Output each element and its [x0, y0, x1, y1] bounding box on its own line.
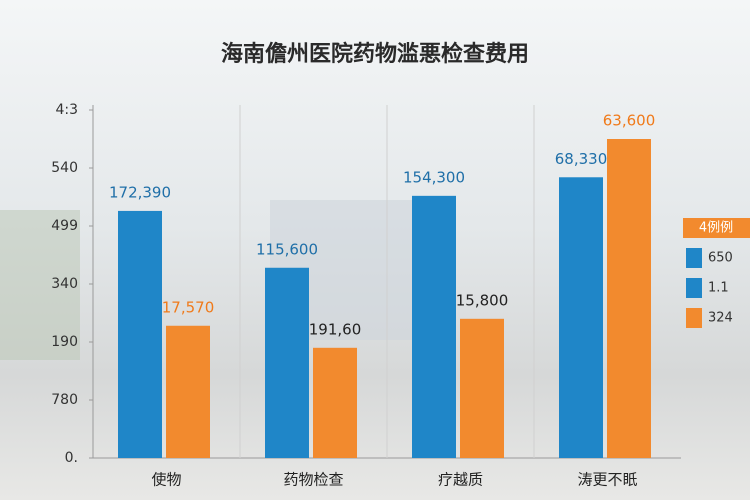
y-tick-label: 340	[51, 276, 78, 292]
x-tick-label: 使物	[151, 471, 181, 489]
y-tick-label: 4:3	[55, 102, 78, 118]
y-tick-label: 499	[51, 218, 78, 234]
value-label: 68,330	[555, 150, 608, 168]
legend-swatch	[686, 278, 702, 298]
legend-header	[683, 218, 750, 238]
x-tick-label: 疗越质	[438, 471, 483, 489]
legend-swatch	[686, 308, 702, 328]
legend-swatch	[686, 248, 702, 268]
y-tick-label: 540	[51, 160, 78, 176]
background-tree	[0, 210, 80, 360]
value-label: 115,600	[256, 240, 318, 258]
bar	[313, 347, 357, 458]
value-label: 15,800	[456, 291, 509, 309]
legend-label: 324	[708, 311, 733, 326]
bar	[412, 195, 456, 458]
legend-title: 4例例	[699, 221, 733, 236]
value-label: 154,300	[403, 168, 465, 186]
legend-label: 1.1	[708, 281, 729, 296]
y-tick-label: 190	[51, 334, 78, 350]
y-tick-label: 0.	[65, 450, 78, 466]
legend-label: 650	[708, 251, 733, 266]
value-label: 172,390	[109, 183, 171, 201]
bar	[166, 325, 210, 458]
bar	[460, 318, 504, 458]
bar	[559, 177, 603, 458]
value-label: 191,60	[309, 320, 362, 338]
bar	[607, 139, 651, 458]
bar	[118, 210, 162, 458]
x-tick-label: 药物检查	[283, 471, 343, 489]
chart-title: 海南儋州医院药物滥悪检查费用	[221, 41, 529, 67]
value-label: 63,600	[603, 112, 656, 130]
value-label: 17,570	[162, 298, 215, 316]
y-tick-label: 780	[51, 392, 78, 408]
bar	[265, 267, 309, 458]
x-tick-label: 涛更不眂	[577, 471, 637, 489]
